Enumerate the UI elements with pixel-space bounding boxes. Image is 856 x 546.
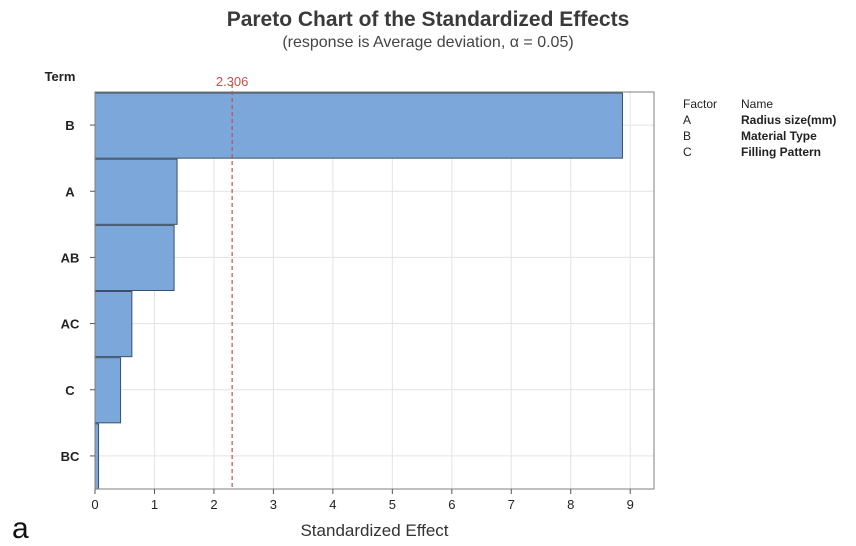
chart-subtitle: (response is Average deviation, α = 0.05… (282, 34, 574, 51)
x-tick-label: 0 (91, 497, 98, 512)
y-axis-label: Term (45, 69, 76, 84)
legend-name: Radius size(mm) (741, 113, 837, 127)
x-tick-label: 8 (567, 497, 574, 512)
x-tick-label: 9 (627, 497, 634, 512)
bar-AC (94, 291, 133, 358)
bar-BC (94, 423, 100, 490)
y-tick-label: C (65, 383, 75, 398)
legend-factor: A (683, 113, 692, 127)
legend-row: C Filling Pattern (683, 144, 836, 160)
legend-header-factor: Factor (683, 97, 718, 111)
legend-factor: B (683, 129, 692, 143)
factor-legend: Factor Name A Radius size(mm) B Material… (683, 96, 836, 160)
x-tick-label: 4 (329, 497, 336, 512)
plot-frame (94, 91, 655, 490)
x-tick-label: 7 (508, 497, 515, 512)
legend-header: Factor Name (683, 96, 836, 112)
legend-name: Filling Pattern (741, 145, 822, 159)
y-tick-label: A (65, 184, 75, 199)
bar-A (94, 158, 178, 225)
x-tick-label: 5 (389, 497, 396, 512)
legend-factor: C (683, 145, 692, 159)
bar-B (94, 92, 623, 159)
chart-title: Pareto Chart of the Standardized Effects (226, 8, 630, 31)
bar-C (94, 357, 122, 424)
legend-row: A Radius size(mm) (683, 112, 836, 128)
y-tick-label: BC (61, 449, 80, 464)
panel-label: a (12, 512, 29, 545)
x-tick-label: 1 (151, 497, 158, 512)
bar-AB (94, 224, 175, 291)
legend-row: B Material Type (683, 128, 836, 144)
legend-name: Material Type (741, 129, 817, 143)
y-tick-label: B (65, 118, 74, 133)
x-tick-label: 3 (270, 497, 277, 512)
x-tick-label: 6 (448, 497, 455, 512)
reference-line-label: 2.306 (216, 74, 249, 89)
y-tick-label: AB (61, 250, 80, 265)
legend-header-name: Name (741, 97, 774, 111)
x-axis-label: Standardized Effect (300, 521, 448, 540)
y-tick-label: AC (61, 317, 80, 332)
x-tick-label: 2 (210, 497, 217, 512)
